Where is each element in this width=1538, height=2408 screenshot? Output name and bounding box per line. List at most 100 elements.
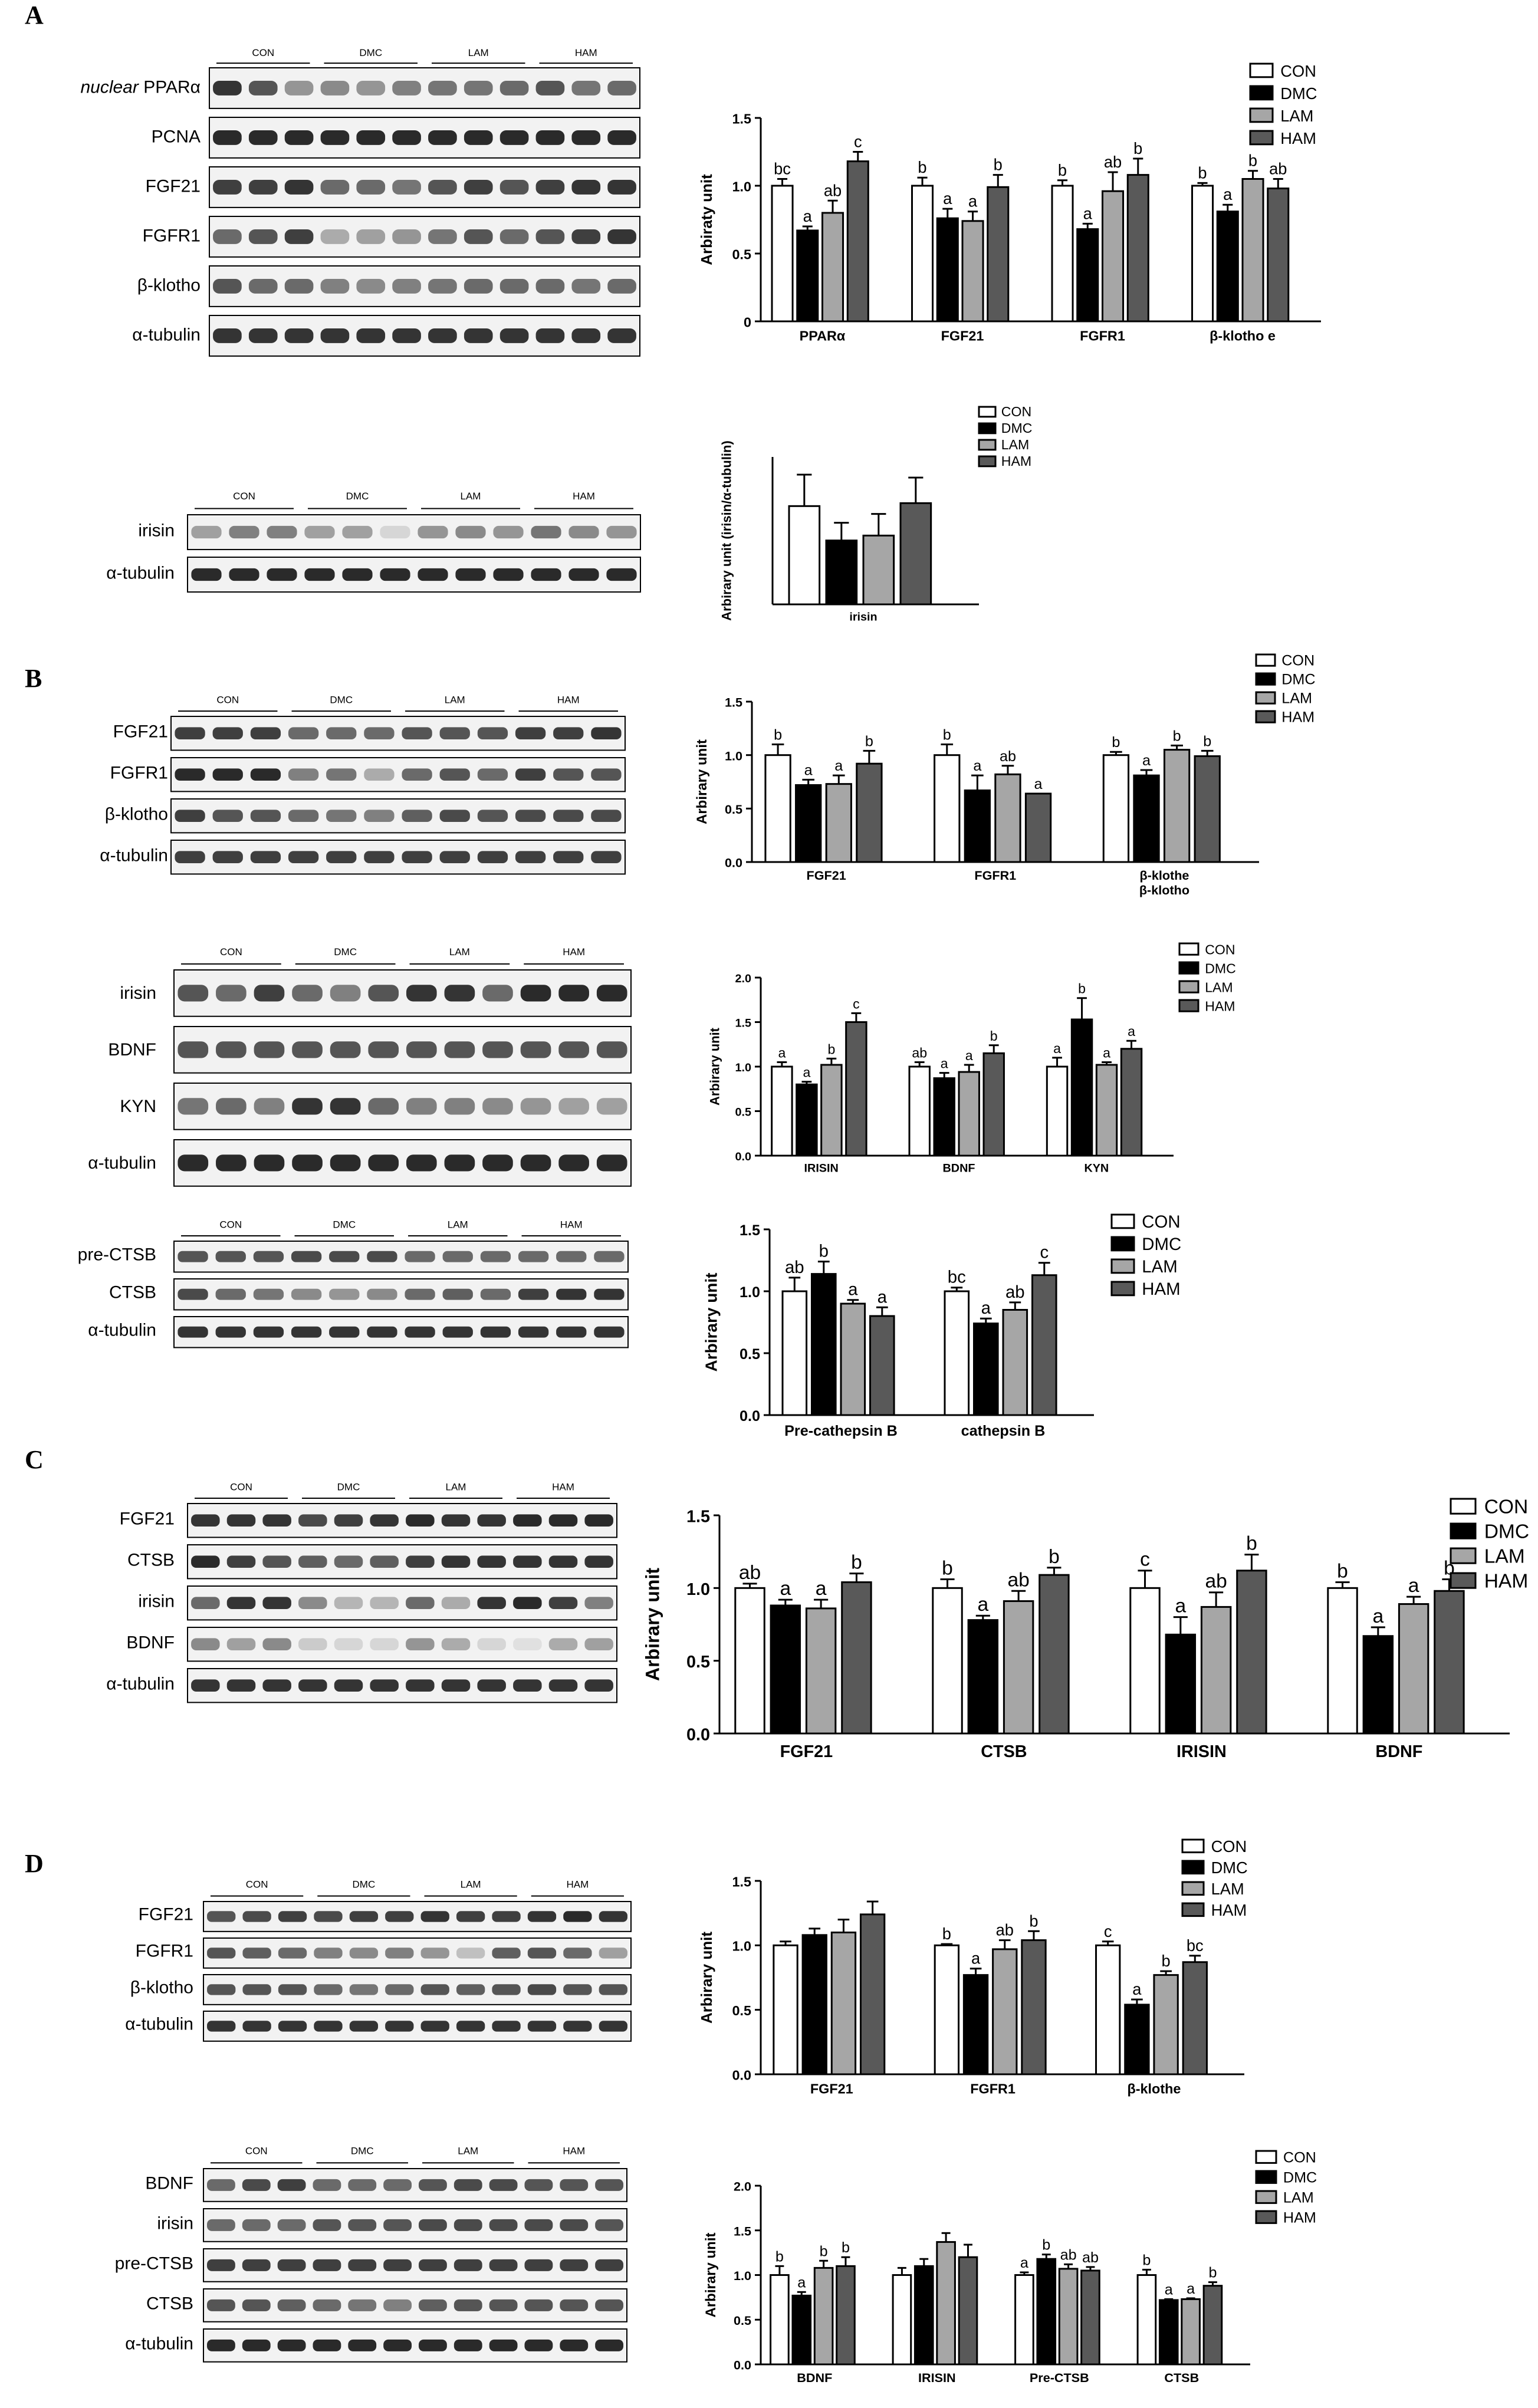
- significance-letter: b: [918, 158, 926, 176]
- blot-band: [206, 2179, 235, 2191]
- blot-band: [428, 130, 457, 145]
- bar: [825, 540, 858, 606]
- blot-band: [242, 2339, 271, 2351]
- bar: [830, 1931, 857, 2075]
- blot-band: [524, 2259, 553, 2271]
- category-label: IRISIN: [918, 2370, 956, 2385]
- significance-letter: ab: [1007, 1569, 1029, 1591]
- blot-band: [428, 229, 457, 244]
- blot-band: [277, 2219, 306, 2231]
- blot-band: [356, 279, 386, 294]
- blot-band: [367, 1251, 397, 1262]
- blot-band: [406, 1597, 435, 1610]
- panel-letter: A: [25, 1, 44, 29]
- significance-letter: a: [1142, 752, 1151, 769]
- blot-band: [253, 1251, 284, 1262]
- blot-band: [334, 1597, 363, 1610]
- significance-letter: b: [1246, 1533, 1257, 1555]
- significance-letter: ab: [1000, 748, 1016, 765]
- blot-band: [420, 1948, 449, 1959]
- blot-band: [304, 568, 335, 581]
- y-tick-label: 1.5: [735, 1017, 752, 1029]
- y-tick-label: 0.0: [740, 1408, 760, 1425]
- blot-band: [441, 1638, 471, 1651]
- blot-band: [292, 985, 323, 1002]
- blot-band: [320, 328, 350, 343]
- blot-band: [356, 328, 386, 343]
- bar: [892, 2274, 912, 2366]
- blot-band: [385, 2021, 414, 2032]
- blot-band: [368, 1041, 399, 1058]
- blot-band: [370, 1514, 399, 1527]
- blot-band: [326, 768, 357, 781]
- blot-band: [288, 851, 319, 864]
- y-tick-label: 0.0: [686, 1726, 710, 1745]
- bar: [982, 1052, 1005, 1157]
- blot-band: [329, 1288, 360, 1300]
- significance-letter: ab: [1205, 1571, 1227, 1593]
- bar: [1076, 228, 1099, 323]
- lane-label: BDNF: [145, 2174, 193, 2193]
- blot-band: [330, 1154, 361, 1172]
- legend-label: CON: [1001, 404, 1031, 419]
- group-label: CON: [246, 1879, 268, 1890]
- significance-letter: b: [1162, 1952, 1171, 1970]
- bar: [1236, 1570, 1267, 1735]
- blot-band: [513, 1514, 542, 1527]
- group-label: CON: [245, 2146, 268, 2157]
- blot-band: [216, 985, 247, 1002]
- legend-label: LAM: [1211, 1880, 1244, 1898]
- group-label: CON: [219, 1219, 242, 1231]
- legend-swatch: [1255, 2210, 1277, 2224]
- blot-band: [254, 1154, 285, 1172]
- blot-band: [226, 1514, 256, 1527]
- lane-label: FGF21: [113, 722, 168, 742]
- category-label: BDNF: [943, 1162, 975, 1175]
- blot-band: [330, 1041, 361, 1058]
- significance-letter: a: [1223, 185, 1233, 203]
- significance-letter: a: [973, 758, 982, 774]
- significance-letter: a: [965, 1048, 973, 1063]
- blot-band: [563, 1948, 592, 1959]
- blot-band: [418, 2219, 447, 2231]
- blot-band: [383, 2179, 412, 2191]
- blot-band: [556, 1288, 587, 1300]
- blot-strip: [203, 1937, 632, 1969]
- blot-band: [191, 1679, 220, 1692]
- blot-band: [320, 229, 350, 244]
- bar: [936, 2241, 956, 2366]
- blot-band: [326, 727, 357, 740]
- legend-label: CON: [1205, 942, 1235, 958]
- blot-band: [553, 768, 584, 781]
- legend-label: LAM: [1205, 980, 1233, 995]
- blot-band: [444, 985, 475, 1002]
- blot-band: [207, 1911, 236, 1922]
- significance-letter: b: [990, 1028, 998, 1044]
- significance-letter: b: [1203, 733, 1211, 749]
- blot-band: [330, 1098, 361, 1115]
- legend-swatch: [1110, 1281, 1135, 1297]
- blot-band: [606, 525, 637, 539]
- significance-letter: b: [1133, 139, 1142, 157]
- lane-label: irisin: [138, 521, 175, 541]
- blot-strip: [203, 2328, 627, 2363]
- blot-band: [298, 1597, 327, 1610]
- y-tick-label: 0.5: [732, 2003, 751, 2018]
- significance-letter: b: [943, 727, 951, 744]
- blot-band: [226, 1597, 256, 1610]
- lane-label: β-klotho: [137, 276, 201, 295]
- lane-label: nuclear PPARα: [80, 78, 201, 97]
- significance-letter: b: [819, 1242, 829, 1261]
- blot-band: [591, 851, 622, 864]
- lane-label: α-tubulin: [106, 564, 175, 583]
- legend-swatch: [1181, 1860, 1205, 1875]
- blot-band: [595, 2299, 624, 2311]
- blot-band: [254, 985, 285, 1002]
- blot-strip: [170, 757, 626, 792]
- blot-strip: [173, 1278, 629, 1311]
- legend-swatch: [1450, 1572, 1477, 1589]
- significance-letter: a: [1165, 2281, 1174, 2298]
- blot-band: [326, 810, 357, 823]
- lane-label: α-tubulin: [125, 2015, 193, 2034]
